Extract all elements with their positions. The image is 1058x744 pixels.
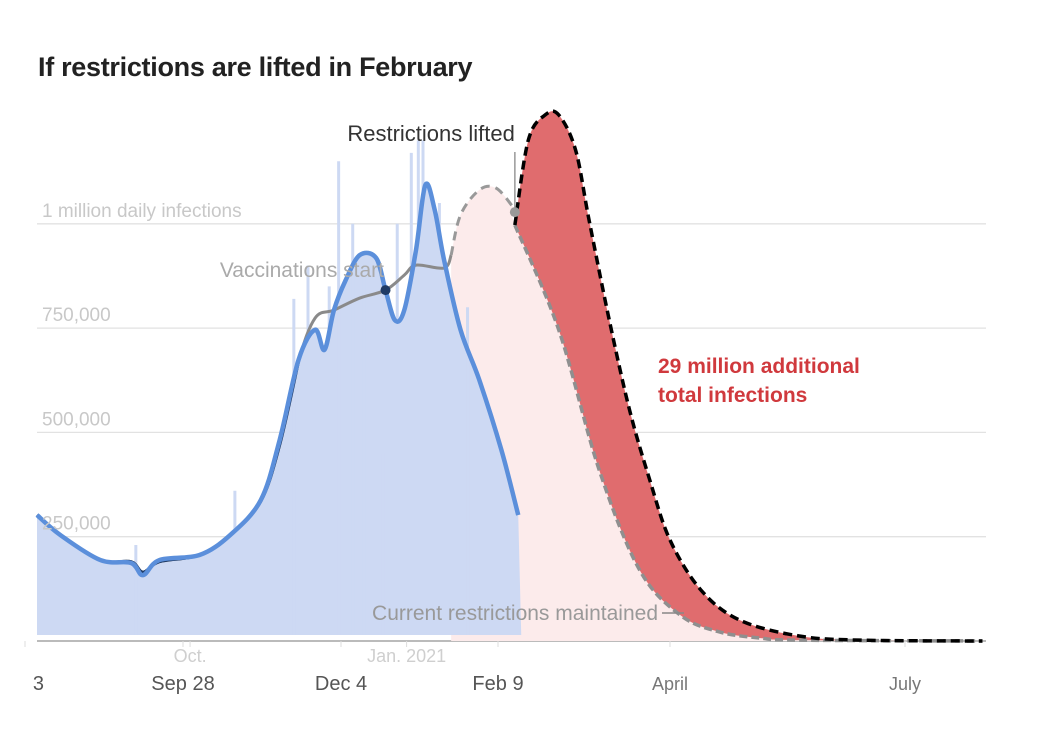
x-tick-label: July <box>889 674 921 694</box>
y-tick-label: 750,000 <box>42 305 111 326</box>
additional-infections-label-line1: 29 million additional <box>658 355 860 378</box>
projection-shade-area <box>451 186 983 641</box>
annotations: Restrictions lifted Vaccinations start Cur… <box>220 121 860 625</box>
current-restrictions-label: Current restrictions maintained <box>372 602 658 625</box>
areas <box>37 111 983 642</box>
vaccinations-start-label: Vaccinations start <box>220 259 384 282</box>
chart-title: If restrictions are lifted in February <box>38 52 473 82</box>
vaccinations-start-dot <box>380 285 391 296</box>
seven-day-average-line <box>35 181 521 578</box>
x-tick-label: 3 <box>33 673 44 695</box>
y-tick-label: 1 million daily infections <box>42 201 242 222</box>
x-tick-label: Feb 9 <box>472 673 523 695</box>
model-prelift-dashed-line <box>449 184 517 256</box>
current-restrictions-line <box>513 224 983 643</box>
y-tick-label: 250,000 <box>42 514 111 535</box>
restrictions-lifted-label: Restrictions lifted <box>347 121 515 146</box>
daily-infections-area <box>37 183 522 635</box>
x-tick-label: Dec 4 <box>315 673 367 695</box>
x-tick-label: Sep 28 <box>151 673 214 695</box>
series-lines <box>35 109 983 643</box>
restrictions-lifted-dot <box>509 207 520 218</box>
y-axis-labels: 250,000 500,000 750,000 1 million daily inf… <box>42 201 242 535</box>
additional-infections-label-line2: total infections <box>658 384 807 407</box>
y-tick-label: 500,000 <box>42 409 111 430</box>
x-tick-label: Oct. <box>174 646 207 666</box>
x-tick-label: April <box>652 674 688 694</box>
additional-infections-area <box>514 111 983 642</box>
x-tick-label: Jan. 2021 <box>367 646 446 666</box>
